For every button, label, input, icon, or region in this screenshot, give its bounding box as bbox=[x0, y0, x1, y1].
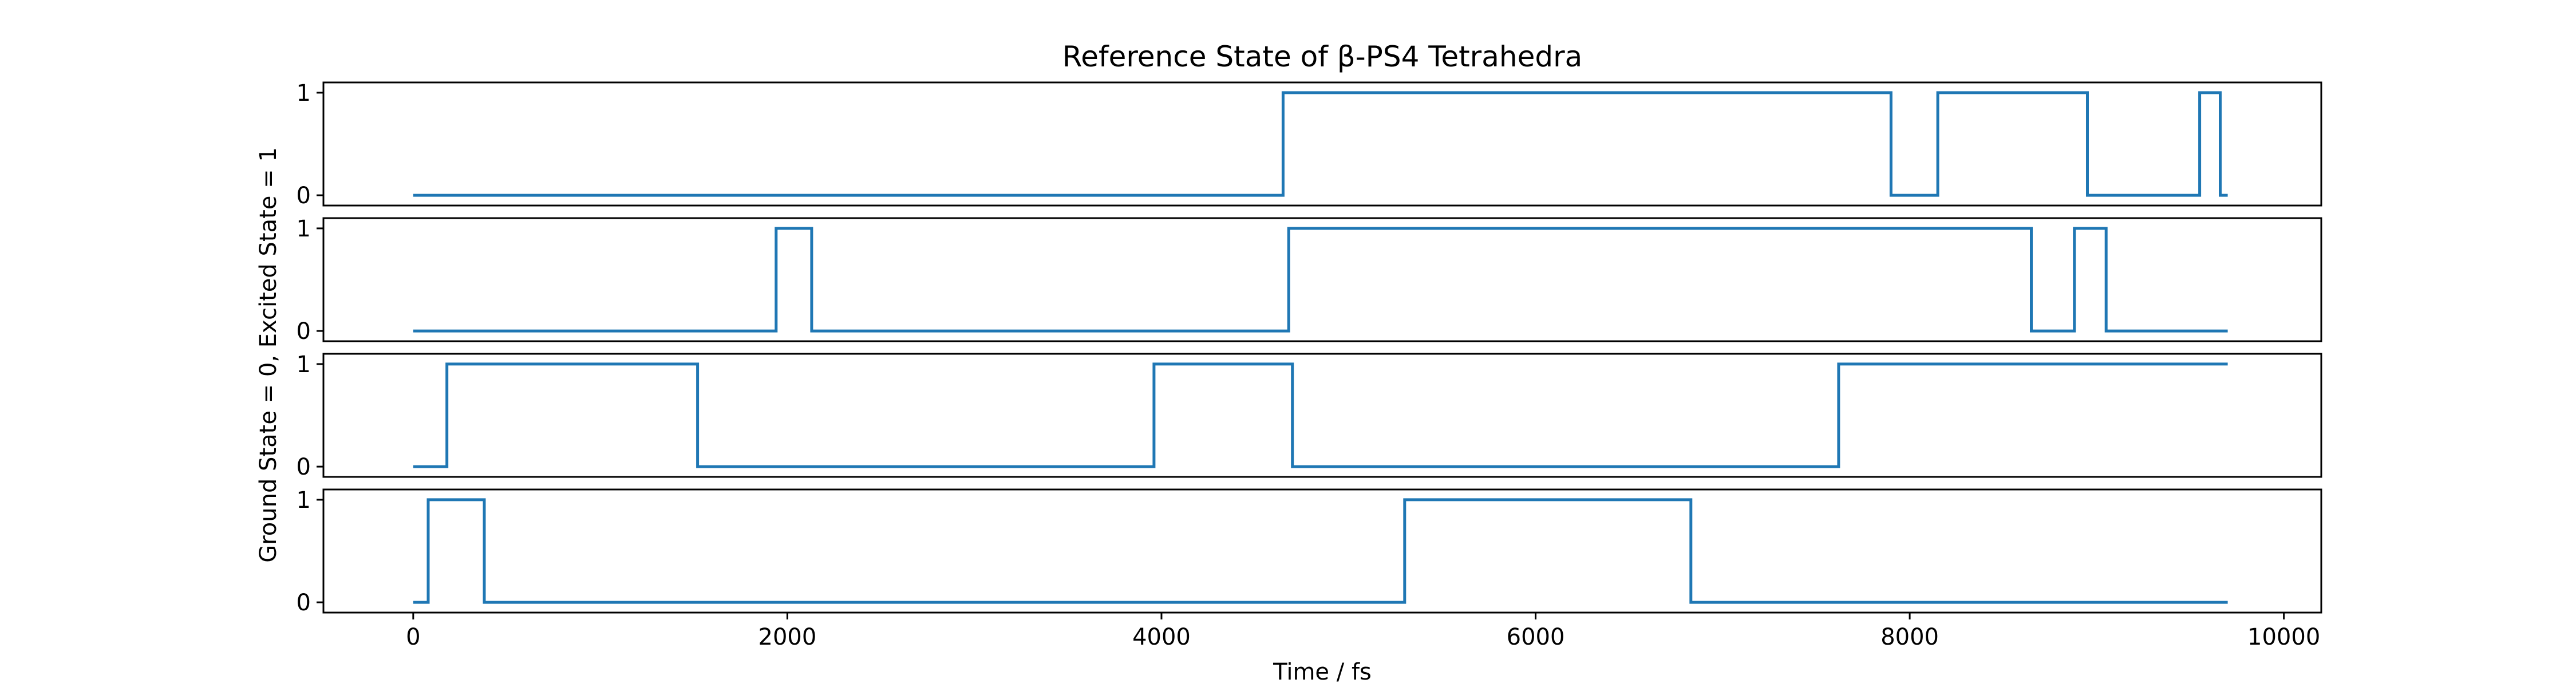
series-line-1 bbox=[413, 91, 2228, 197]
y-tick-label: 1 bbox=[297, 352, 311, 378]
y-tick-label: 1 bbox=[297, 80, 311, 106]
subplot-3: 01 bbox=[297, 352, 2322, 480]
x-tick-label: 10000 bbox=[2247, 624, 2320, 650]
x-tick-label: 4000 bbox=[1132, 624, 1191, 650]
axes-frame-2 bbox=[322, 217, 2322, 342]
subplot-2: 01 bbox=[297, 216, 2322, 345]
series-line-4 bbox=[413, 498, 2228, 604]
y-tick-label: 1 bbox=[297, 216, 311, 242]
x-tick-label: 6000 bbox=[1507, 624, 1565, 650]
x-tick-label: 2000 bbox=[758, 624, 817, 650]
y-tick-label: 0 bbox=[297, 318, 311, 345]
axes-frame-3 bbox=[322, 353, 2322, 478]
series-line-3 bbox=[413, 362, 2228, 468]
series-line-2 bbox=[413, 227, 2228, 333]
y-tick-label: 0 bbox=[297, 454, 311, 480]
y-tick-label: 0 bbox=[297, 590, 311, 616]
x-tick-label: 8000 bbox=[1880, 624, 1939, 650]
chart-title: Reference State of β-PS4 Tetrahedra bbox=[1062, 40, 1583, 73]
subplot-4: 01 bbox=[297, 487, 2322, 616]
x-tick-label: 0 bbox=[406, 624, 420, 650]
axes-frame-1 bbox=[322, 81, 2322, 207]
y-axis-label: Ground State = 0, Excited State = 1 bbox=[255, 147, 282, 563]
x-axis-label: Time / fs bbox=[1273, 659, 1372, 685]
y-tick-label: 1 bbox=[297, 487, 311, 514]
axes-frame-4 bbox=[322, 488, 2322, 614]
subplot-1: 01 bbox=[297, 80, 2322, 209]
y-tick-label: 0 bbox=[297, 183, 311, 209]
x-axis: 0 2000 4000 6000 8000 10000 bbox=[406, 613, 2320, 650]
